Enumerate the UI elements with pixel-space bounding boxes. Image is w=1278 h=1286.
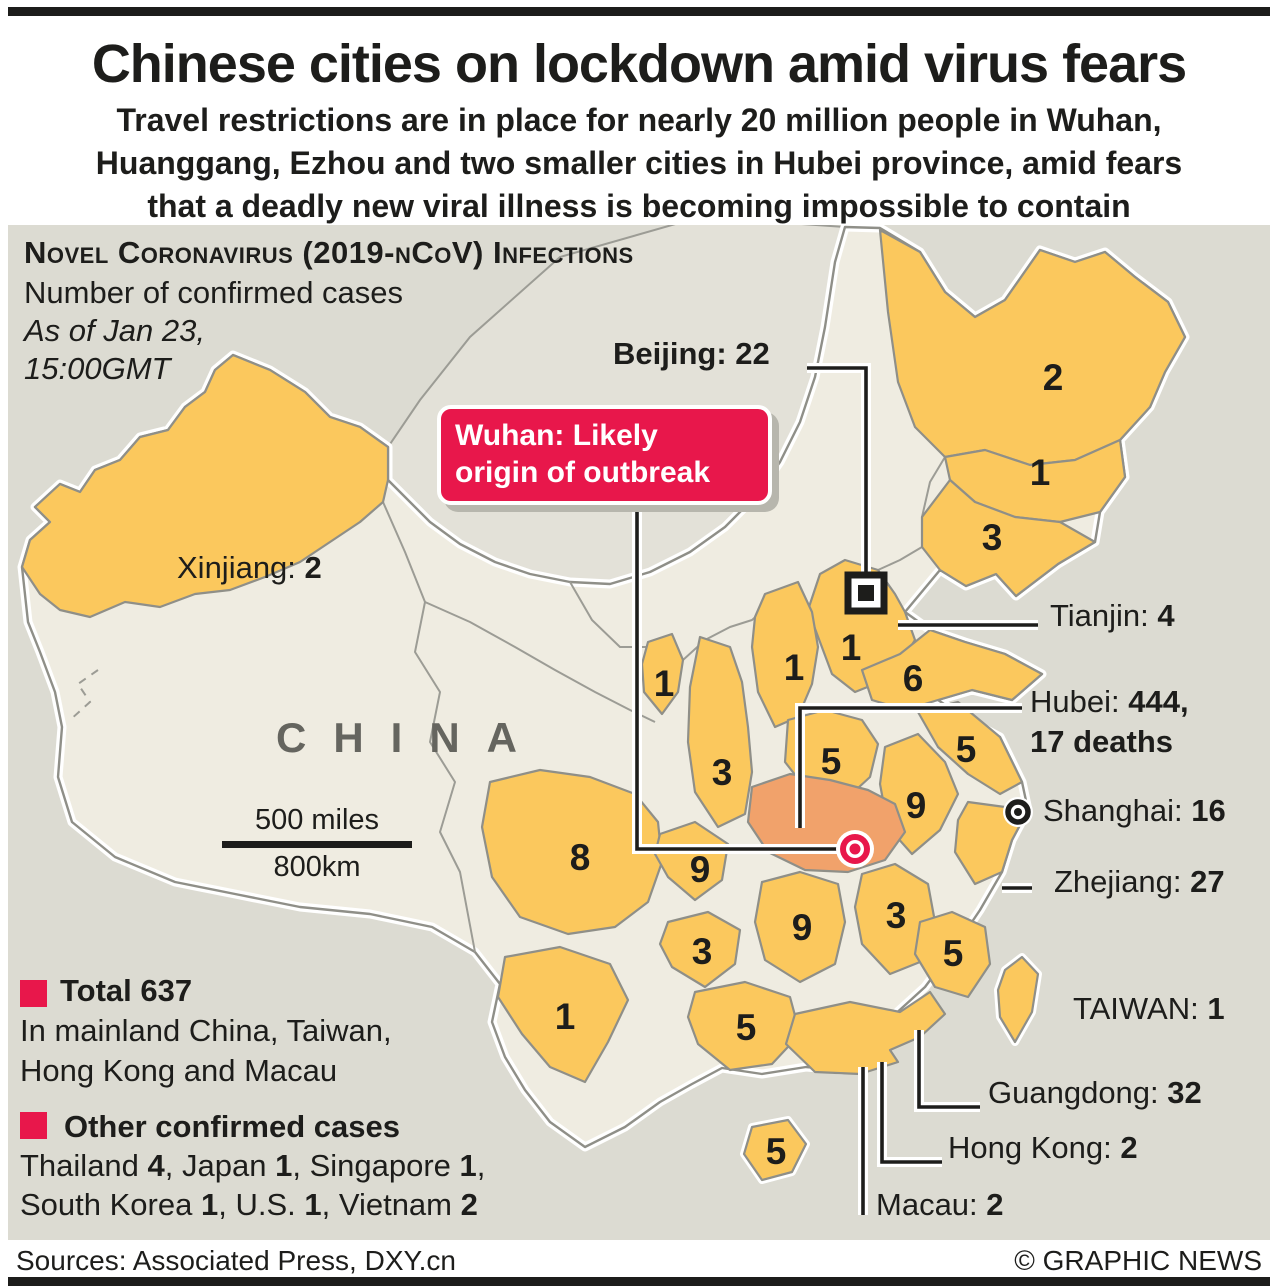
page-subtitle: Travel restrictions are in place for nea… xyxy=(0,99,1278,228)
province-chongqing xyxy=(653,820,730,902)
hongkong-leader-line xyxy=(880,1062,942,1164)
sources-credit: Sources: Associated Press, DXY.cn xyxy=(16,1245,456,1276)
hubei-leader-line xyxy=(798,706,1022,828)
wuhan-callout-line: origin of outbreak xyxy=(455,456,710,489)
callout-hongkong: Hong Kong: 2 xyxy=(948,1130,1138,1165)
legend-total-scope: In mainland China, Taiwan, xyxy=(20,1013,392,1048)
scale-bar xyxy=(222,841,412,848)
province-liaoning xyxy=(920,478,1097,598)
wuhan-marker-icon xyxy=(836,830,874,868)
province-guangdong xyxy=(784,990,947,1076)
subtitle-line: Travel restrictions are in place for nea… xyxy=(116,102,1162,138)
callout-guangdong: Guangdong: 32 xyxy=(988,1075,1202,1110)
wuhan-callout-line: Wuhan: Likely xyxy=(455,419,658,452)
other-legend-swatch xyxy=(20,1112,47,1139)
province-heilongjiang xyxy=(878,228,1187,467)
panel-subheading: Number of confirmed cases xyxy=(24,275,404,310)
disputed-border-dashed xyxy=(69,669,99,721)
province-hunan xyxy=(753,870,847,984)
map-scale: 500 miles 800km xyxy=(222,804,412,884)
panel-heading: Novel Coronavirus (2019-nCoV) Infections xyxy=(24,235,634,270)
tibet-qinghai-border xyxy=(382,501,476,953)
callout-tianjin: Tianjin: 4 xyxy=(1050,598,1175,633)
island-taiwan xyxy=(994,953,1042,1046)
province-guizhou xyxy=(658,910,742,989)
bottom-rule xyxy=(8,1277,1270,1286)
beijing-marker-icon xyxy=(844,571,888,615)
subtitle-line: that a deadly new viral illness is becom… xyxy=(147,188,1131,224)
province-shanxi xyxy=(750,580,820,729)
china-map xyxy=(8,225,1270,1240)
island-hainan xyxy=(740,1116,810,1184)
shanghai-marker-icon xyxy=(1003,797,1033,827)
callout-wuhan: Wuhan: Likely origin of outbreak xyxy=(437,405,772,505)
qinghai-gansu-border xyxy=(424,601,656,723)
legend-total-scope: Hong Kong and Macau xyxy=(20,1053,338,1088)
scale-km: 800km xyxy=(273,851,361,883)
legend-other-cases: Other confirmed cases xyxy=(64,1109,400,1144)
province-fujian xyxy=(913,910,992,999)
leader-lines xyxy=(632,363,1038,1215)
guangdong-leader-line xyxy=(917,1030,980,1109)
wuhan-leader-line xyxy=(635,505,840,851)
callout-xinjiang: Xinjiang: 2 xyxy=(177,550,322,585)
as-of-date: As of Jan 23, xyxy=(24,313,205,348)
legend-total: Total 637 xyxy=(60,973,193,1008)
country-label: CHINA xyxy=(276,714,544,761)
callout-beijing: Beijing: 22 xyxy=(613,336,770,371)
province-ningxia xyxy=(640,632,685,716)
legend-other-line: South Korea 1, U.S. 1, Vietnam 2 xyxy=(20,1187,478,1222)
subtitle-line: Huanggang, Ezhou and two smaller cities … xyxy=(95,145,1183,181)
province-shaanxi xyxy=(686,635,754,829)
scale-miles: 500 miles xyxy=(254,804,380,836)
callout-zhejiang: Zhejiang: 27 xyxy=(1054,864,1225,899)
callout-shanghai: Shanghai: 16 xyxy=(1043,793,1226,828)
total-legend-swatch xyxy=(20,980,47,1007)
callout-taiwan: TAIWAN: 1 xyxy=(1073,991,1225,1026)
top-rule xyxy=(8,7,1270,16)
callout-macau: Macau: 2 xyxy=(876,1187,1004,1222)
page-title: Chinese cities on lockdown amid virus fe… xyxy=(91,34,1187,94)
province-yunnan xyxy=(496,945,630,1084)
graphic-news-credit: © GRAPHIC NEWS xyxy=(1014,1245,1262,1276)
innermongolia-hebei-border xyxy=(877,546,923,571)
legend-other-line: Thailand 4, Japan 1, Singapore 1, xyxy=(20,1148,486,1183)
callout-hubei: Hubei: 444, 17 deaths xyxy=(1030,684,1189,759)
beijing-leader-line xyxy=(807,366,868,577)
innermongolia-jilin-border xyxy=(921,456,946,518)
province-xinjiang xyxy=(20,353,390,619)
as-of-time: 15:00GMT xyxy=(24,351,171,386)
